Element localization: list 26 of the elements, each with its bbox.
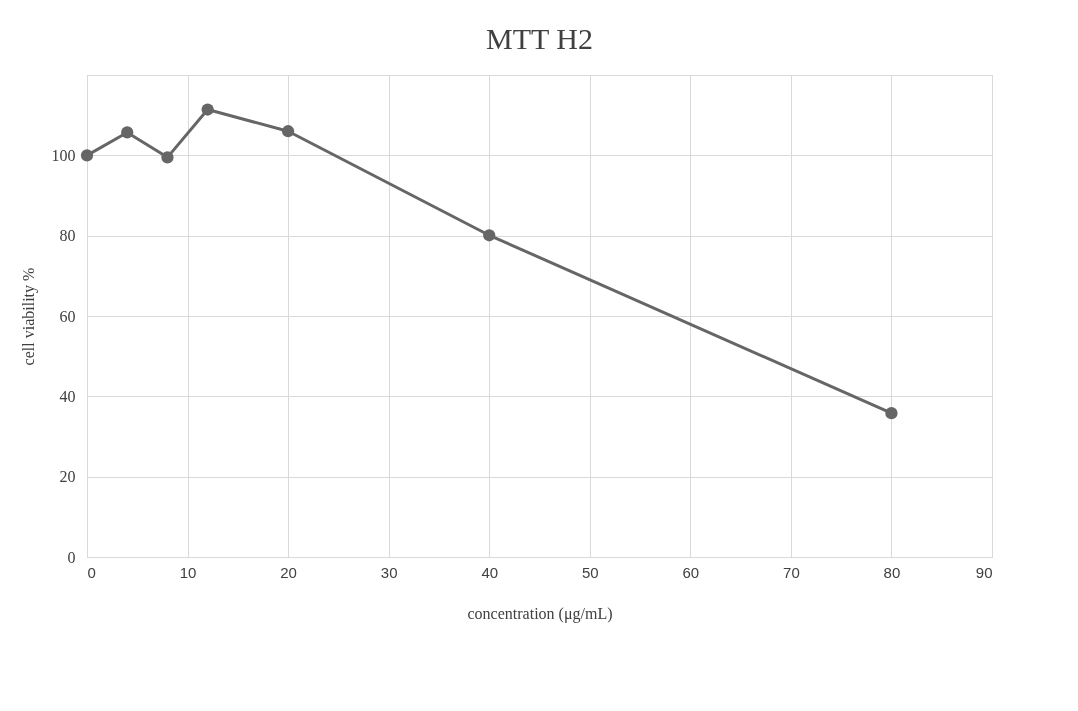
y-tick-label: 100 [51,146,76,164]
y-tick-label: 0 [67,548,76,566]
x-tick-label: 10 [179,563,197,581]
point [885,407,898,420]
chart-title: MTT H2 [486,22,593,55]
x-tick-label: 90 [975,563,993,581]
x-axis-title: concentration (μg/mL) [467,604,613,623]
point [80,149,94,162]
x-tick-label: 60 [682,563,700,581]
x-tick-label: 0 [87,563,96,581]
x-tick-label: 30 [380,563,398,581]
x-tick-label: 70 [783,563,800,581]
y-tick-label: 60 [59,307,76,325]
y-tick-label: 40 [59,387,76,405]
x-tick-label: 40 [481,563,499,581]
x-tick-label: 20 [280,563,297,581]
x-tick-label: 80 [883,563,901,581]
point [161,151,174,164]
point [201,103,214,116]
y-axis-title: cell viability % [19,267,38,366]
point [121,126,134,139]
x-tick-label: 50 [581,563,599,581]
y-tick-label: 80 [59,227,76,245]
point [281,125,295,138]
y-tick-label: 20 [59,468,76,486]
point [483,229,496,242]
